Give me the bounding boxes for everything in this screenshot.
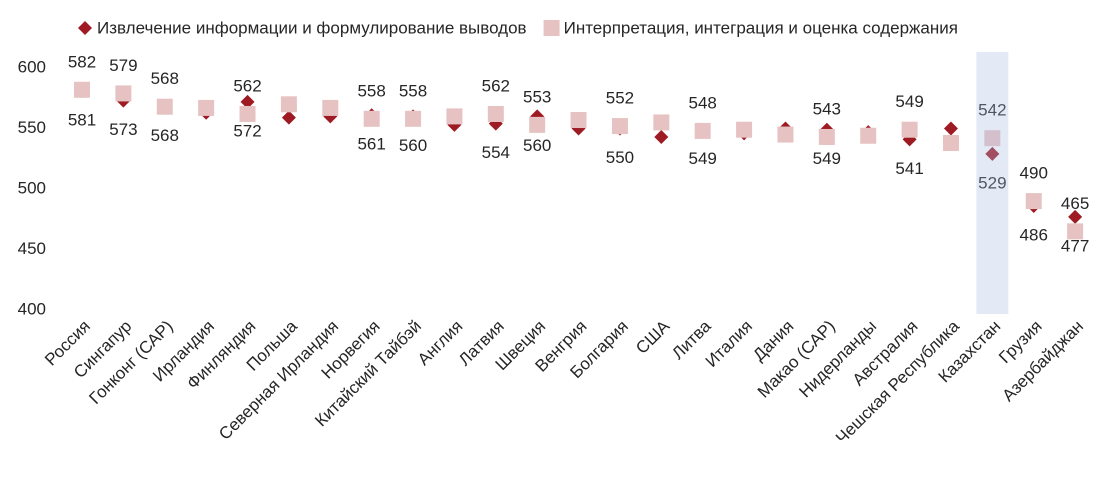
value-label: 562 bbox=[482, 76, 510, 95]
value-label: 541 bbox=[895, 159, 923, 178]
square-point bbox=[363, 110, 380, 127]
square-point bbox=[487, 105, 504, 122]
y-tick-label: 500 bbox=[18, 178, 46, 197]
y-tick-label: 450 bbox=[18, 239, 46, 258]
value-label: 549 bbox=[895, 92, 923, 111]
square-point bbox=[1067, 223, 1084, 240]
value-label: 542 bbox=[978, 101, 1006, 120]
square-point bbox=[653, 114, 670, 131]
value-label: 553 bbox=[523, 87, 551, 106]
legend-marker bbox=[543, 20, 560, 36]
value-label: 573 bbox=[109, 120, 137, 139]
square-point bbox=[198, 99, 215, 116]
legend-marker bbox=[78, 21, 92, 35]
square-point bbox=[611, 118, 628, 135]
value-label: 548 bbox=[689, 93, 717, 112]
square-point bbox=[736, 121, 753, 138]
square-point bbox=[984, 130, 1001, 147]
diamond-point bbox=[985, 146, 1000, 161]
value-label: 560 bbox=[523, 136, 551, 155]
x-tick-label: Италия bbox=[702, 317, 756, 371]
square-point bbox=[694, 122, 711, 139]
x-tick-label: Англия bbox=[414, 317, 466, 369]
square-point bbox=[860, 127, 877, 144]
value-label: 572 bbox=[233, 121, 261, 140]
square-point bbox=[1025, 193, 1042, 210]
value-label: 554 bbox=[482, 143, 510, 162]
square-point bbox=[818, 128, 835, 145]
square-point bbox=[239, 105, 256, 122]
value-label: 543 bbox=[813, 99, 841, 118]
value-label: 549 bbox=[813, 149, 841, 168]
value-label: 561 bbox=[357, 135, 385, 154]
legend-label: Интерпретация, интеграция и оценка содер… bbox=[564, 18, 958, 37]
value-label: 579 bbox=[109, 56, 137, 75]
value-label: 558 bbox=[399, 81, 427, 100]
square-point bbox=[777, 126, 794, 143]
value-label: 529 bbox=[978, 173, 1006, 192]
diamond-point bbox=[943, 121, 958, 136]
diamond-point bbox=[240, 94, 255, 109]
diamond-point bbox=[281, 110, 296, 125]
value-label: 477 bbox=[1061, 236, 1089, 255]
value-label: 549 bbox=[689, 149, 717, 168]
square-point bbox=[405, 110, 422, 127]
value-label: 486 bbox=[1020, 225, 1048, 244]
y-tick-label: 550 bbox=[18, 118, 46, 137]
square-point bbox=[280, 96, 297, 113]
value-label: 562 bbox=[233, 76, 261, 95]
y-tick-label: 400 bbox=[18, 299, 46, 318]
square-point bbox=[446, 108, 463, 125]
highlight-band bbox=[976, 52, 1009, 314]
square-point bbox=[74, 81, 90, 98]
value-label: 568 bbox=[151, 69, 179, 88]
square-point bbox=[942, 135, 959, 152]
value-label: 465 bbox=[1061, 194, 1089, 213]
x-tick-label: США bbox=[632, 316, 674, 358]
value-label: 490 bbox=[1020, 164, 1048, 183]
value-label: 581 bbox=[68, 110, 96, 129]
diamond-point bbox=[1068, 209, 1083, 224]
square-point bbox=[529, 116, 546, 133]
legend-label: Извлечение информации и формулирование в… bbox=[97, 18, 527, 37]
value-label: 558 bbox=[357, 81, 385, 100]
y-tick-label: 600 bbox=[18, 57, 46, 76]
value-label: 550 bbox=[606, 148, 634, 167]
square-point bbox=[322, 99, 339, 116]
value-label: 560 bbox=[399, 136, 427, 155]
square-point bbox=[115, 85, 132, 102]
value-label: 568 bbox=[151, 126, 179, 145]
square-point bbox=[901, 121, 918, 138]
diamond-point bbox=[654, 129, 669, 144]
value-label: 552 bbox=[606, 89, 634, 108]
square-point bbox=[570, 112, 587, 129]
square-point bbox=[156, 98, 173, 115]
value-label: 582 bbox=[68, 52, 96, 71]
